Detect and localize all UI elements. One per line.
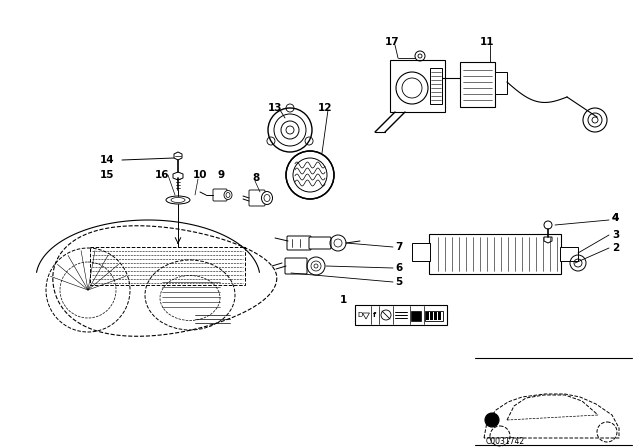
- FancyBboxPatch shape: [249, 190, 265, 206]
- FancyBboxPatch shape: [425, 311, 443, 321]
- Circle shape: [485, 413, 499, 427]
- Text: 6: 6: [395, 263, 403, 273]
- FancyBboxPatch shape: [412, 243, 430, 261]
- Text: D: D: [357, 312, 362, 318]
- FancyBboxPatch shape: [438, 312, 440, 320]
- Text: 1: 1: [340, 295, 348, 305]
- FancyBboxPatch shape: [411, 311, 421, 321]
- Text: 9: 9: [218, 170, 225, 180]
- Polygon shape: [544, 237, 552, 243]
- FancyBboxPatch shape: [434, 312, 436, 320]
- FancyBboxPatch shape: [429, 234, 561, 274]
- FancyBboxPatch shape: [495, 72, 507, 94]
- Text: 2: 2: [612, 243, 620, 253]
- Polygon shape: [174, 152, 182, 160]
- Text: 16: 16: [155, 170, 170, 180]
- FancyBboxPatch shape: [213, 189, 227, 201]
- FancyBboxPatch shape: [560, 247, 578, 261]
- Text: 4: 4: [612, 213, 620, 223]
- FancyBboxPatch shape: [287, 236, 311, 250]
- FancyBboxPatch shape: [309, 237, 331, 249]
- FancyBboxPatch shape: [390, 60, 445, 112]
- Text: C0031742: C0031742: [486, 438, 525, 447]
- Text: 10: 10: [193, 170, 207, 180]
- Text: 8: 8: [252, 173, 259, 183]
- Ellipse shape: [166, 196, 190, 204]
- Text: 7: 7: [395, 242, 403, 252]
- Text: 5: 5: [395, 277, 403, 287]
- Text: 13: 13: [268, 103, 282, 113]
- FancyBboxPatch shape: [460, 62, 495, 107]
- Text: 12: 12: [318, 103, 333, 113]
- Text: 11: 11: [480, 37, 495, 47]
- Text: 14: 14: [100, 155, 115, 165]
- FancyBboxPatch shape: [430, 68, 442, 104]
- Text: f: f: [373, 312, 376, 318]
- Text: 3: 3: [612, 230, 620, 240]
- FancyBboxPatch shape: [426, 312, 429, 320]
- Text: 15: 15: [100, 170, 115, 180]
- Ellipse shape: [262, 191, 273, 204]
- Ellipse shape: [224, 190, 232, 199]
- Polygon shape: [173, 172, 183, 180]
- Text: 17: 17: [385, 37, 399, 47]
- FancyBboxPatch shape: [355, 305, 447, 325]
- Text: 4: 4: [612, 213, 620, 223]
- FancyBboxPatch shape: [285, 258, 307, 274]
- FancyBboxPatch shape: [430, 312, 433, 320]
